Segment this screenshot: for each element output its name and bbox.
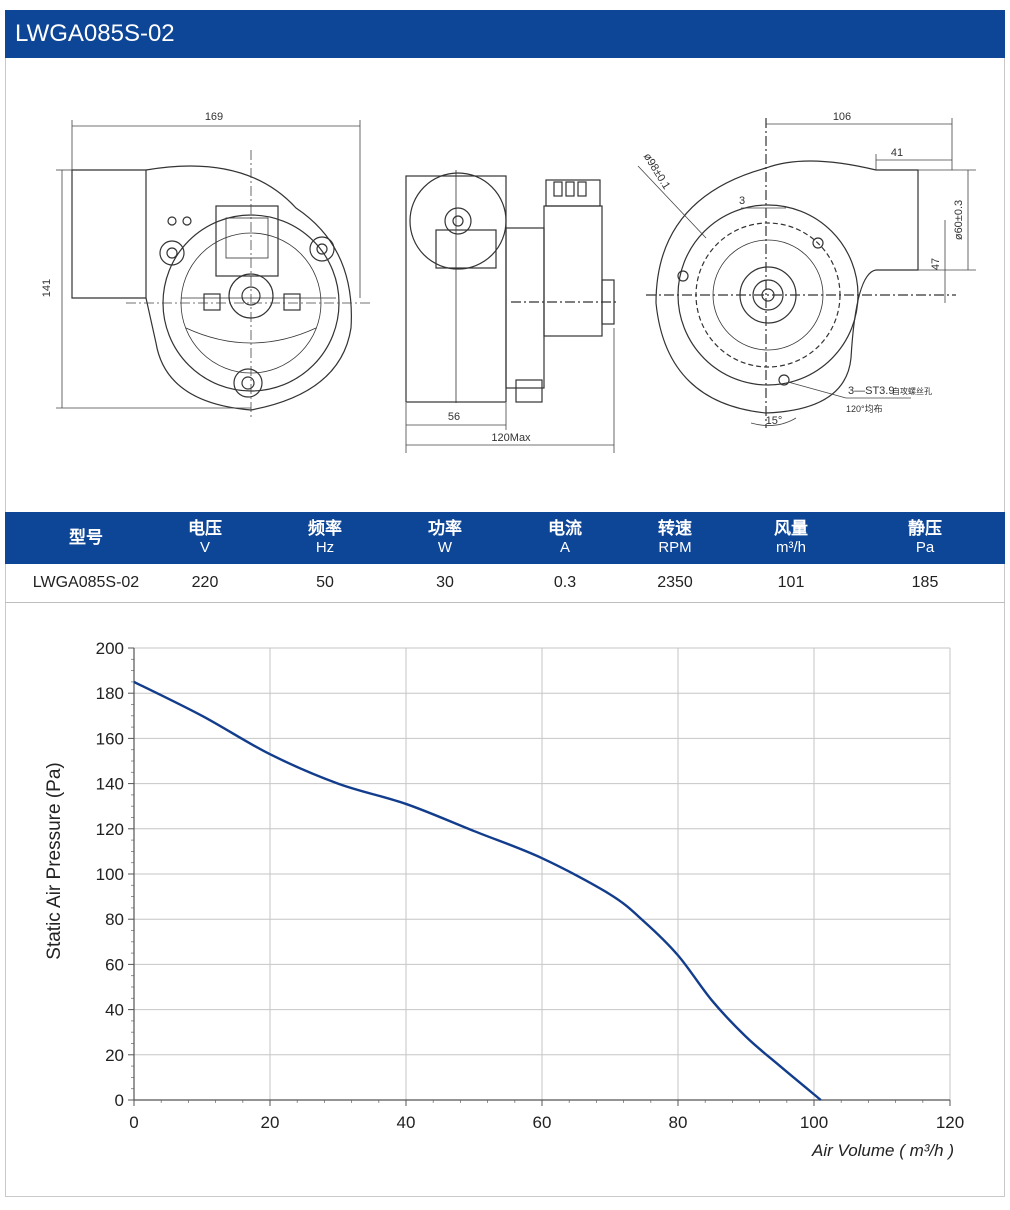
y-tick-label: 160 [96, 729, 124, 748]
grid-lines [134, 647, 951, 1100]
col-current: 电流 A [548, 519, 582, 556]
screw-note: 3—ST3.9 [848, 385, 894, 397]
spec-table-header: 型号 电压 V 频率 Hz 功率 W 电流 A 转速 RPM 风量 m³/h 静压 Pa [5, 512, 1005, 564]
dimension-labels: 169 141 56 120Max 106 41 3 47 ø60±0.3 ø9… [41, 111, 965, 444]
dim-side-max: 120Max [491, 432, 531, 444]
col-frequency: 频率 Hz [308, 519, 342, 556]
x-axis-label: Air Volume ( m³/h ) [811, 1141, 954, 1160]
dim-width-front: 169 [205, 111, 223, 123]
cell-power: 30 [436, 574, 454, 591]
dim-47: 47 [930, 258, 942, 270]
x-tick-label: 100 [800, 1113, 828, 1132]
cell-model: LWGA085S-02 [32, 574, 140, 591]
cell-airflow: 101 [777, 574, 805, 591]
x-tick-label: 120 [936, 1113, 964, 1132]
dim-offset: 3 [739, 195, 745, 207]
col-speed: 转速 RPM [658, 519, 692, 556]
y-tick-label: 80 [105, 910, 124, 929]
page-title: LWGA085S-02 [5, 10, 1005, 58]
col-voltage: 电压 V [188, 519, 222, 556]
y-tick-label: 180 [96, 684, 124, 703]
y-tick-label: 140 [96, 775, 124, 794]
dim-outlet-width: 41 [891, 147, 903, 159]
y-tick-label: 100 [96, 865, 124, 884]
tick-labels: 0 20 40 60 80 100 120 140 160 180 200 0 20 40 60 80 100 1… [96, 639, 965, 1132]
screw-note-cn: 自攻螺丝孔 [892, 386, 932, 396]
y-tick-label: 60 [105, 955, 124, 974]
rear-view [646, 118, 956, 428]
y-tick-label: 0 [115, 1091, 124, 1110]
cell-pressure: 185 [911, 574, 939, 591]
x-tick-label: 40 [397, 1113, 416, 1132]
y-tick-label: 20 [105, 1046, 124, 1065]
dim-side-depth: 56 [448, 411, 460, 423]
spacing-note: 120°均布 [846, 403, 883, 414]
x-tick-label: 80 [669, 1113, 688, 1132]
x-tick-label: 20 [261, 1113, 280, 1132]
col-airflow: 风量 m³/h [774, 519, 808, 556]
y-tick-label: 120 [96, 820, 124, 839]
front-dims [56, 120, 371, 418]
dim-rear-width: 106 [833, 111, 851, 123]
series [133, 680, 822, 1101]
cell-frequency: 50 [316, 574, 334, 591]
y-tick-label: 200 [96, 639, 124, 658]
rear-dims [637, 118, 976, 426]
dim-height-front: 141 [41, 279, 53, 297]
y-tick-label: 40 [105, 1001, 124, 1020]
cell-speed: 2350 [657, 574, 693, 591]
col-pressure: 静压 Pa [908, 519, 942, 556]
dim-outlet-dia: ø60±0.3 [953, 200, 965, 240]
y-axis-label: Static Air Pressure (Pa) [44, 762, 65, 959]
performance-chart: 0 20 40 60 80 100 120 140 160 180 200 0 20 40 60 80 100 1… [44, 639, 965, 1160]
cell-voltage: 220 [191, 574, 219, 591]
x-tick-label: 60 [533, 1113, 552, 1132]
col-model: 型号 [69, 528, 103, 547]
col-power: 功率 W [428, 519, 462, 556]
spec-table-row: LWGA085S-02 220 50 30 0.3 2350 101 185 [5, 564, 1005, 603]
pressure-curve-line [133, 680, 822, 1101]
technical-drawing: 169 141 56 120Max 106 41 3 47 ø60±0.3 ø9… [41, 111, 976, 453]
x-tick-label: 0 [129, 1113, 138, 1132]
axes [128, 647, 951, 1106]
front-view [71, 165, 352, 411]
dim-angle: 15° [766, 415, 783, 427]
side-dims [405, 328, 615, 453]
side-view [405, 170, 618, 403]
cell-current: 0.3 [553, 574, 577, 591]
